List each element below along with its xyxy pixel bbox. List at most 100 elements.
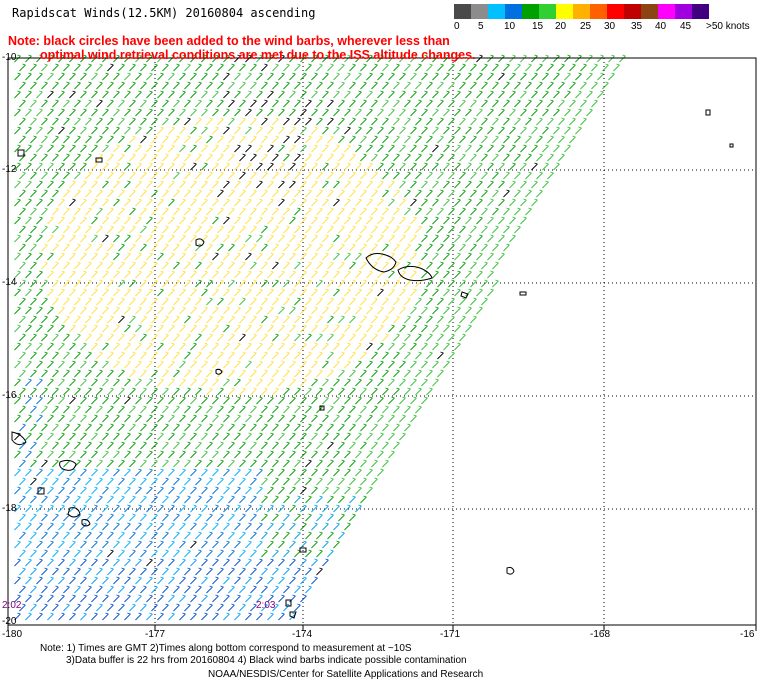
wind-barb bbox=[52, 99, 59, 108]
wind-barb bbox=[575, 72, 582, 81]
wind-barb bbox=[316, 261, 323, 270]
wind-barb bbox=[118, 81, 125, 90]
wind-barb bbox=[415, 405, 422, 414]
wind-barb bbox=[393, 189, 400, 198]
legend-swatch bbox=[454, 4, 471, 19]
wind-barb bbox=[459, 225, 466, 234]
wind-barb bbox=[283, 279, 290, 288]
wind-barb bbox=[19, 567, 26, 576]
wind-barb bbox=[256, 198, 263, 207]
wind-barb bbox=[476, 144, 483, 153]
wind-barb bbox=[36, 540, 43, 549]
wind-barb bbox=[195, 459, 202, 468]
wind-barb bbox=[36, 324, 43, 333]
wind-barb bbox=[91, 162, 98, 171]
wind-barb bbox=[239, 117, 246, 126]
wind-barb bbox=[344, 216, 351, 225]
wind-barb bbox=[536, 153, 543, 162]
wind-barb bbox=[173, 117, 180, 126]
wind-barb bbox=[206, 603, 213, 612]
wind-barb bbox=[74, 351, 81, 360]
wind-barb bbox=[157, 342, 164, 351]
wind-barb bbox=[52, 423, 59, 432]
wind-barb bbox=[47, 126, 54, 135]
wind-barb bbox=[393, 333, 400, 342]
wind-barb bbox=[415, 261, 422, 270]
wind-barb bbox=[96, 459, 103, 468]
wind-barb bbox=[404, 333, 411, 342]
wind-barb bbox=[113, 468, 120, 477]
wind-barb bbox=[14, 576, 21, 585]
wind-barb bbox=[465, 126, 472, 135]
wind-barb bbox=[366, 180, 373, 189]
legend-label: 40 bbox=[655, 21, 667, 32]
wind-barb bbox=[206, 369, 213, 378]
wind-barb bbox=[294, 225, 301, 234]
wind-barb bbox=[355, 378, 362, 387]
wind-barb bbox=[338, 369, 345, 378]
wind-barb bbox=[113, 162, 120, 171]
wind-barb bbox=[437, 279, 444, 288]
wind-barb bbox=[228, 369, 235, 378]
wind-barb bbox=[217, 531, 224, 540]
wind-barb bbox=[388, 144, 395, 153]
wind-barb bbox=[228, 153, 235, 162]
wind-barb bbox=[399, 270, 406, 279]
wind-barb bbox=[470, 297, 477, 306]
wind-barb bbox=[239, 189, 246, 198]
wind-barb bbox=[509, 126, 516, 135]
wind-barb bbox=[80, 270, 87, 279]
wind-barb bbox=[514, 81, 521, 90]
wind-barb bbox=[14, 558, 21, 567]
wind-barb bbox=[129, 387, 136, 396]
wind-barb bbox=[294, 459, 301, 468]
wind-barb bbox=[503, 117, 510, 126]
wind-barb bbox=[305, 81, 312, 90]
wind-barb bbox=[107, 441, 114, 450]
wind-barb bbox=[234, 540, 241, 549]
wind-barb bbox=[151, 81, 158, 90]
wind-barb bbox=[223, 180, 230, 189]
wind-barb bbox=[245, 270, 252, 279]
wind-barb bbox=[316, 387, 323, 396]
wind-barb bbox=[63, 495, 70, 504]
wind-barb bbox=[212, 306, 219, 315]
wind-barb bbox=[476, 306, 483, 315]
wind-barb bbox=[107, 135, 114, 144]
wind-barb bbox=[289, 126, 296, 135]
wind-barb bbox=[228, 99, 235, 108]
wind-barb bbox=[140, 189, 147, 198]
wind-barb bbox=[283, 405, 290, 414]
wind-barb bbox=[558, 81, 565, 90]
wind-barb bbox=[25, 468, 32, 477]
wind-barb bbox=[206, 189, 213, 198]
wind-barb bbox=[58, 450, 65, 459]
wind-barb bbox=[113, 342, 120, 351]
wind-barb bbox=[509, 216, 516, 225]
wind-barb bbox=[382, 423, 389, 432]
wind-barb bbox=[228, 549, 235, 558]
wind-barb bbox=[388, 54, 395, 63]
lon-label-171: -171 bbox=[440, 629, 461, 640]
wind-barb bbox=[289, 216, 296, 225]
wind-barb bbox=[256, 234, 263, 243]
wind-barb bbox=[140, 405, 147, 414]
wind-barb bbox=[91, 396, 98, 405]
wind-barb bbox=[360, 63, 367, 72]
wind-barb bbox=[223, 108, 230, 117]
wind-barb bbox=[520, 54, 527, 63]
wind-barb bbox=[311, 504, 318, 513]
wind-barb bbox=[415, 315, 422, 324]
wind-barb bbox=[63, 423, 70, 432]
wind-barb bbox=[531, 108, 538, 117]
wind-barb bbox=[349, 315, 356, 324]
wind-barb bbox=[30, 333, 37, 342]
wind-barb bbox=[162, 81, 169, 90]
wind-barb bbox=[129, 459, 136, 468]
wind-barb bbox=[151, 297, 158, 306]
wind-barb bbox=[322, 216, 329, 225]
wind-barb bbox=[426, 189, 433, 198]
wind-barb bbox=[272, 387, 279, 396]
wind-barb bbox=[267, 288, 274, 297]
wind-barb bbox=[63, 135, 70, 144]
